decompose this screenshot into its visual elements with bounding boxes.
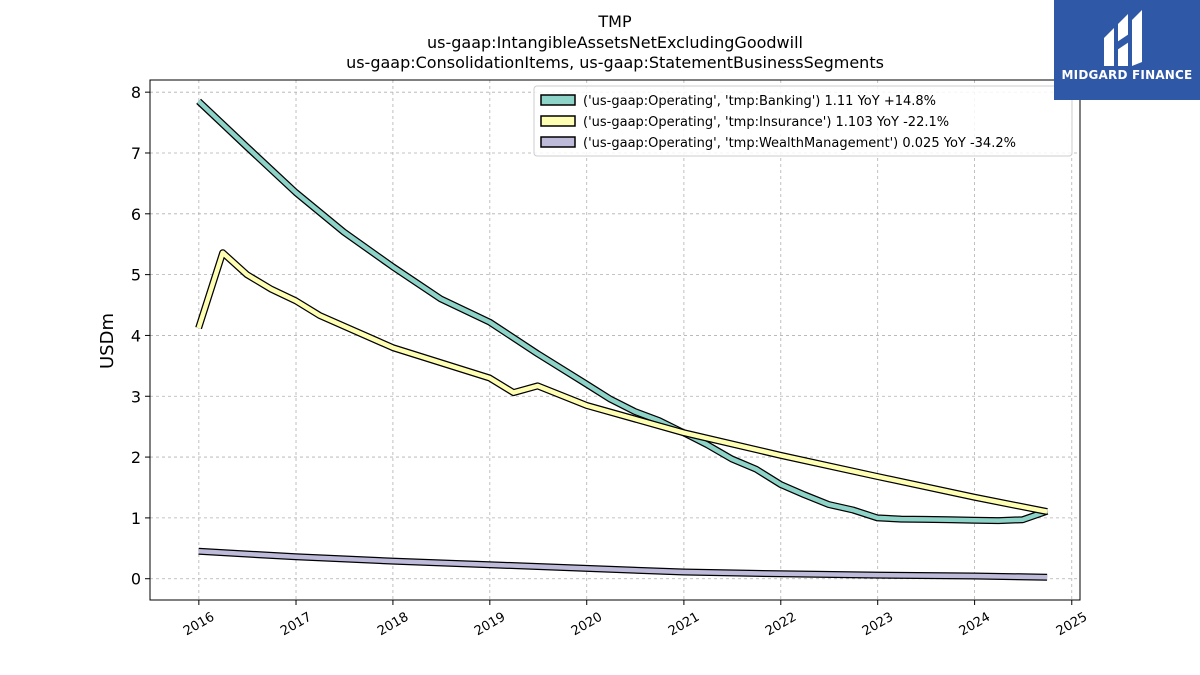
y-tick-label: 5 <box>131 266 141 285</box>
x-tick-label: 2020 <box>569 610 605 640</box>
series-line-2 <box>198 547 1048 581</box>
legend-swatch <box>540 94 576 106</box>
series-lines <box>195 98 1049 581</box>
y-tick-label: 6 <box>131 205 141 224</box>
y-tick-label: 7 <box>131 144 141 163</box>
chart-title-line-1: TMP <box>597 12 632 31</box>
y-axis-label: USDm <box>97 313 118 369</box>
x-tick-label: 2023 <box>860 610 896 640</box>
x-tick-label: 2019 <box>472 610 508 640</box>
series-line-0 <box>196 98 1049 525</box>
y-tick-label: 3 <box>131 387 141 406</box>
chart-title-line-2: us-gaap:IntangibleAssetsNetExcludingGood… <box>427 33 803 52</box>
x-tick-label: 2024 <box>957 610 993 640</box>
series-line-1 <box>195 249 1048 516</box>
legend-box <box>533 85 1073 157</box>
legend-swatch <box>540 136 576 148</box>
legend-label: ('us-gaap:Operating', 'tmp:WealthManagem… <box>583 136 1016 151</box>
logo-text: MIDGARD FINANCE <box>1061 68 1193 82</box>
x-tick-label: 2025 <box>1054 610 1090 640</box>
y-tick-label: 1 <box>131 509 141 528</box>
x-tick-label: 2021 <box>666 610 702 640</box>
y-tick-label: 8 <box>131 83 141 102</box>
plot-frame <box>149 79 1081 601</box>
legend: ('us-gaap:Operating', 'tmp:Banking') 1.1… <box>533 85 1073 157</box>
logo-mark-icon <box>1104 10 1142 66</box>
x-tick-label: 2022 <box>763 610 799 640</box>
chart-title-line-3: us-gaap:ConsolidationItems, us-gaap:Stat… <box>346 53 884 72</box>
y-tick-label: 0 <box>131 570 141 589</box>
legend-swatch <box>540 115 576 127</box>
y-tick-label: 2 <box>131 448 141 467</box>
legend-label: ('us-gaap:Operating', 'tmp:Banking') 1.1… <box>583 94 936 109</box>
legend-label: ('us-gaap:Operating', 'tmp:Insurance') 1… <box>583 115 949 130</box>
midgard-finance-logo: MIDGARD FINANCE <box>1054 0 1200 100</box>
x-tick-label: 2016 <box>181 610 217 640</box>
x-tick-label: 2018 <box>375 610 411 640</box>
y-tick-label: 4 <box>131 326 141 345</box>
x-tick-label: 2017 <box>278 610 314 640</box>
